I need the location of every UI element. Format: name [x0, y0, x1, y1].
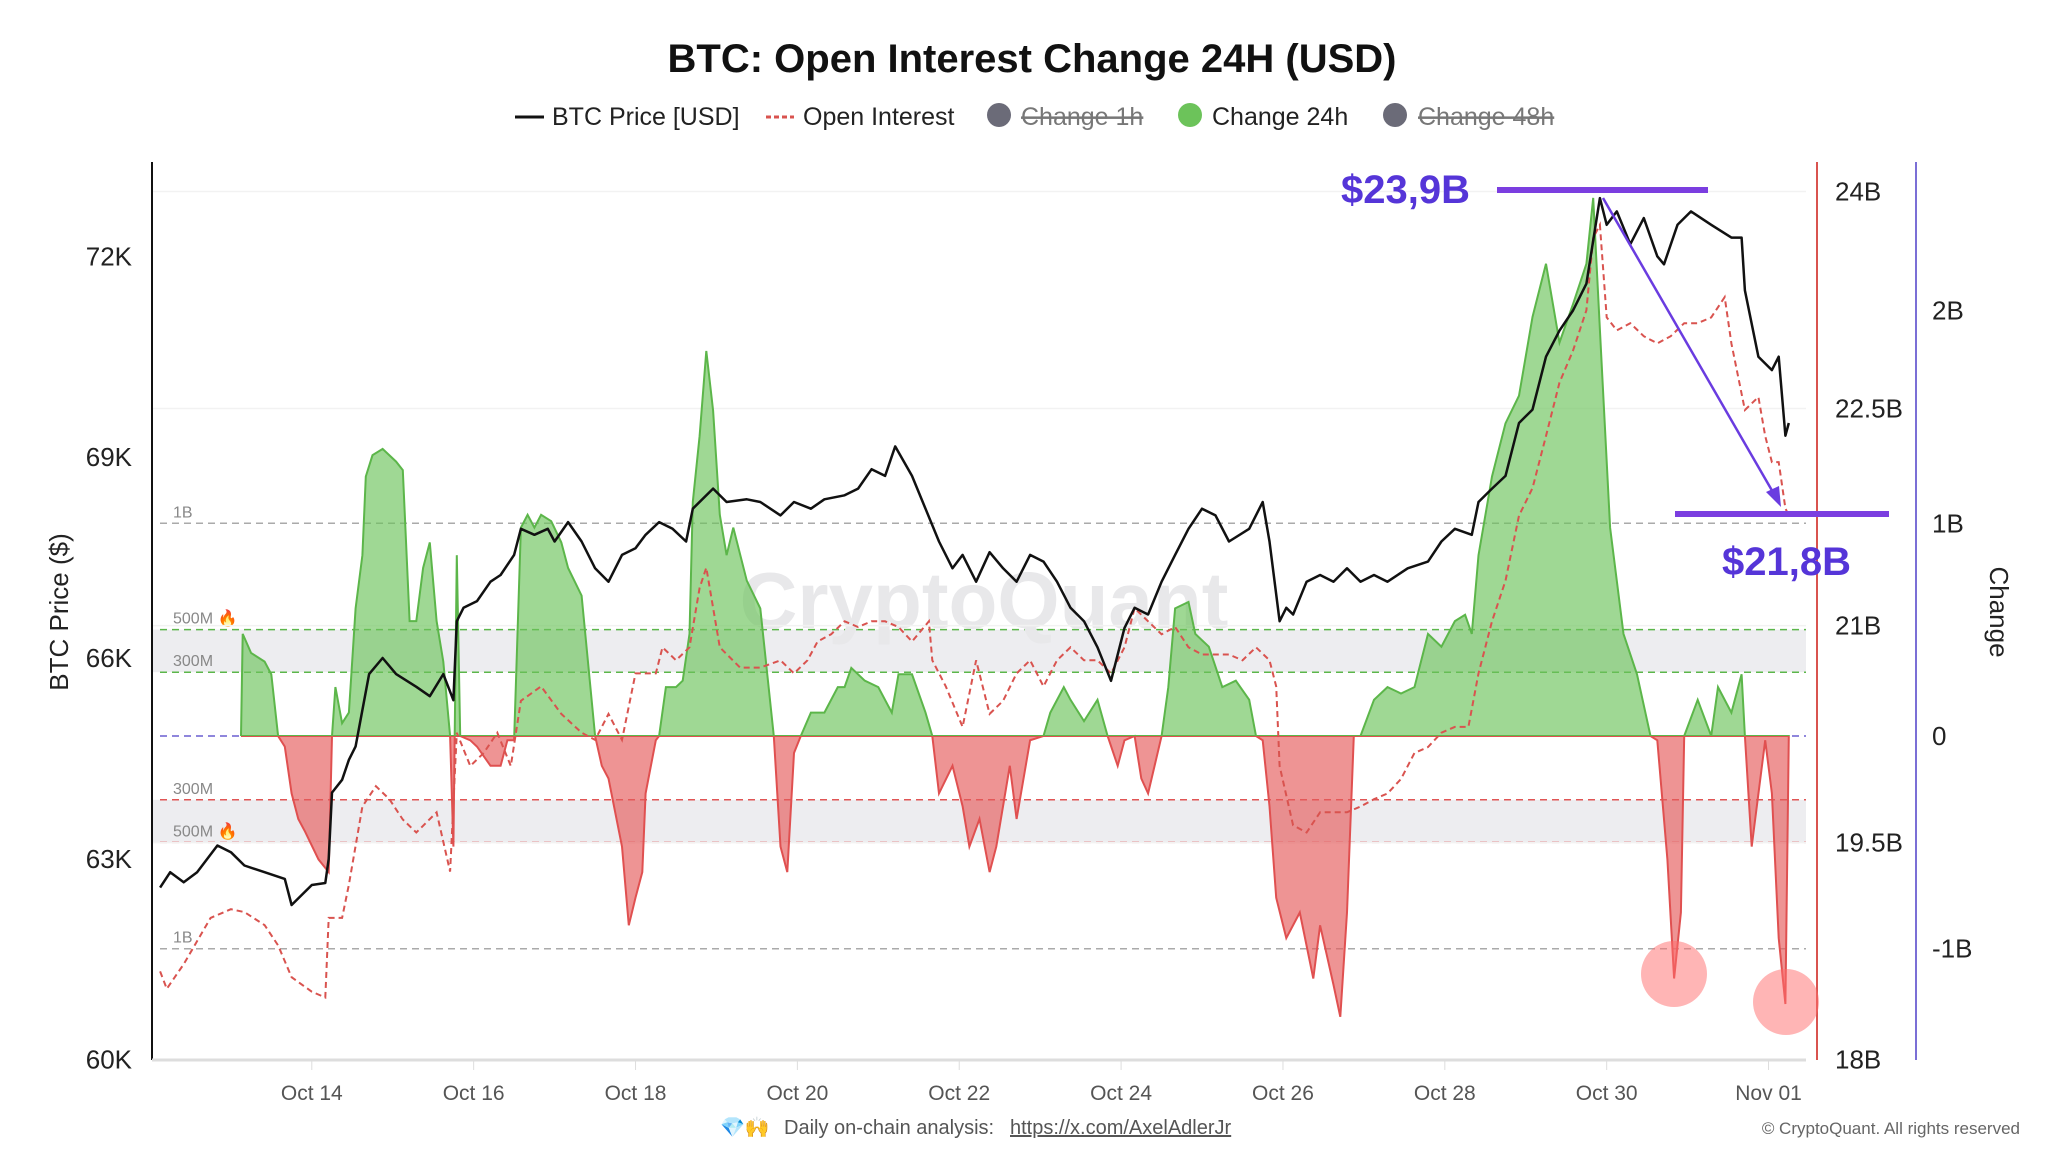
watermark: CryptoQuant [740, 556, 1229, 645]
legend-item-change-48h[interactable]: Change 48h [1383, 103, 1554, 131]
legend-item-open-interest[interactable]: Open Interest [766, 103, 955, 131]
decline-arrow-shaft [1601, 197, 1776, 495]
legend-item-btc-price[interactable]: BTC Price [USD] [515, 103, 740, 131]
footer-text: Daily on-chain analysis: [784, 1117, 994, 1139]
change-tick-label: 0 [1932, 721, 1946, 751]
change-tick-label: 1B [1932, 508, 1964, 538]
legend-label: Open Interest [803, 103, 955, 131]
threshold-label: 500M 🔥 [173, 821, 237, 840]
highlight-circle [1753, 969, 1819, 1035]
chart-title: BTC: Open Interest Change 24H (USD) [668, 37, 1397, 81]
oi-tick-label: 19.5B [1835, 828, 1903, 858]
x-tick-label: Oct 22 [928, 1082, 990, 1105]
threshold-label: 1B [173, 504, 193, 521]
y-left-tick-label: 72K [86, 241, 133, 271]
threshold-label: 1B [173, 930, 193, 947]
legend: BTC Price [USD] Open Interest Change 1h … [515, 103, 1554, 131]
legend-label: Change 48h [1418, 103, 1554, 131]
x-tick-label: Oct 18 [605, 1082, 667, 1105]
open-interest-line [159, 221, 1790, 999]
arrow-head-icon [1766, 486, 1781, 507]
legend-item-change-24h[interactable]: Change 24h [1178, 103, 1348, 131]
x-tick-label: Oct 14 [281, 1082, 343, 1105]
y-left-tick-label: 63K [86, 844, 133, 874]
annotations: $23,9B $21,8B [1341, 168, 1889, 1035]
copyright: © CryptoQuant. All rights reserved [1762, 1119, 2020, 1138]
oi-tick-label: 21B [1835, 611, 1881, 641]
legend-dot-swatch [1383, 103, 1407, 127]
x-tick-label: Oct 26 [1252, 1082, 1314, 1105]
change-tick-label: 2B [1932, 296, 1964, 326]
x-tick-label: Oct 28 [1414, 1082, 1476, 1105]
oi-tick-label: 18B [1835, 1045, 1881, 1075]
legend-label: BTC Price [USD] [552, 103, 740, 131]
x-tick-label: Oct 16 [443, 1082, 505, 1105]
series-lines [159, 196, 1791, 999]
y-axis-left-label: BTC Price ($) [44, 533, 74, 690]
footer-emoji: 💎🙌 [720, 1116, 770, 1139]
x-tick-label: Oct 20 [766, 1082, 828, 1105]
y-left-tick-label: 69K [86, 442, 133, 472]
highlight-circle [1641, 941, 1707, 1007]
legend-item-change-1h[interactable]: Change 1h [987, 103, 1143, 131]
threshold-label: 300M [173, 653, 213, 670]
threshold-label: 500M 🔥 [173, 609, 237, 628]
threshold-label: 300M [173, 781, 213, 798]
oi-tick-label: 24B [1835, 177, 1881, 207]
y-axis-right-label: Change [1984, 566, 2014, 657]
btc-price-line [159, 196, 1791, 907]
annotation-low-oi: $21,8B [1722, 540, 1851, 584]
footer-link[interactable]: https://x.com/AxelAdlerJr [1010, 1117, 1232, 1139]
x-tick-label: Oct 30 [1576, 1082, 1638, 1105]
annotation-peak-oi: $23,9B [1341, 168, 1470, 212]
y-left-tick-label: 66K [86, 643, 133, 673]
oi-tick-label: 22.5B [1835, 394, 1903, 424]
change-tick-label: -1B [1932, 934, 1972, 964]
y-left-tick-label: 60K [86, 1045, 133, 1075]
change-24h-positive-area [240, 197, 1790, 736]
legend-label: Change 1h [1021, 103, 1143, 131]
axis-ticks: Oct 14 Oct 16 Oct 18 Oct 20 Oct 22 Oct 24 Oct … [86, 177, 1973, 1106]
legend-dot-swatch [987, 103, 1011, 127]
change-24h-area [240, 197, 1790, 1018]
x-tick-label: Oct 24 [1090, 1082, 1152, 1105]
legend-dot-swatch [1178, 103, 1202, 127]
legend-label: Change 24h [1212, 103, 1348, 131]
change-24h-negative-area [240, 736, 1790, 1018]
x-tick-label: Nov 01 [1735, 1082, 1802, 1105]
